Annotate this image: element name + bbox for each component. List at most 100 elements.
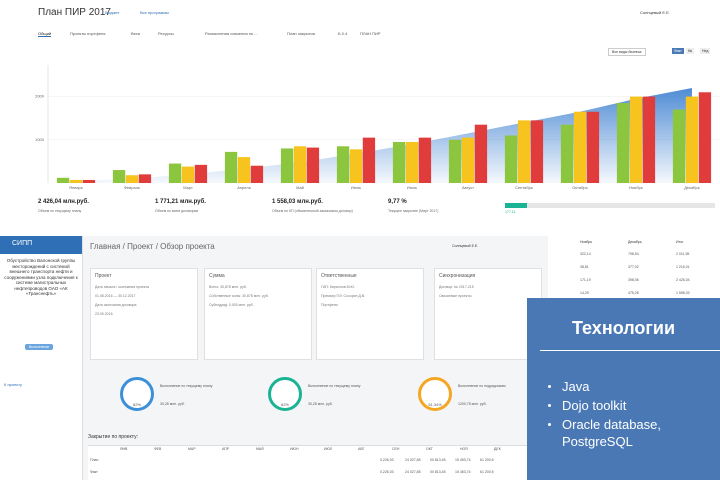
card-line: ГИП: Кириллов М.Ю.	[321, 285, 356, 289]
table-bg	[88, 445, 528, 480]
breadcrumb: Главная / Проект / Обзор проекта	[90, 242, 215, 251]
card-title: Синхронизация	[439, 273, 476, 279]
kpi-value: 9,77 %	[388, 199, 407, 205]
bar	[69, 179, 83, 183]
table-cell: 15 453,74	[455, 458, 471, 462]
bar	[82, 179, 96, 183]
bar	[586, 111, 600, 183]
period-button[interactable]: Кв	[686, 48, 694, 54]
bar	[418, 137, 432, 183]
progress-fill	[505, 203, 527, 208]
bar	[698, 92, 712, 183]
gauge-value: 91.34%	[428, 402, 442, 407]
month-header: НОЯ	[460, 447, 468, 451]
table-cell: 14,29	[580, 291, 589, 295]
card	[90, 268, 198, 360]
bar	[112, 170, 126, 183]
bar	[448, 139, 462, 183]
bar	[642, 96, 656, 183]
bar	[280, 148, 294, 183]
card-line: 01.08.2016 — 30.12.2017	[95, 294, 136, 298]
tab[interactable]: Проекты портфеля	[70, 31, 106, 36]
period-button[interactable]: Факт	[672, 48, 684, 54]
period-button[interactable]: Нед	[700, 48, 711, 54]
tab[interactable]: ПЛАН ПИР	[360, 31, 381, 36]
x-tick-label: Ноябрь	[629, 185, 643, 190]
sidebar	[0, 236, 83, 480]
gauge-sum: 30,28 млн. руб.	[308, 402, 333, 406]
bar	[125, 175, 139, 183]
tab[interactable]: План закрытия	[287, 31, 315, 36]
bar	[672, 109, 686, 183]
bar	[362, 137, 376, 183]
bar	[560, 124, 574, 183]
bullet	[548, 423, 551, 426]
tab[interactable]: Общий	[38, 31, 52, 37]
kpi-label: Текущее закрытие (Март 2017)	[388, 209, 439, 213]
business-select[interactable]: Все виды бизнеса	[608, 48, 646, 56]
card-line: Портфели	[321, 303, 338, 307]
card-line: Субподряд: 0,000 млн. руб.	[209, 303, 254, 307]
tech-title: Технологии	[571, 318, 676, 338]
chart: 1000 2000 Январь Февраль Март Апрель Май Июнь Ию…	[35, 65, 720, 190]
x-tick-label: Июнь	[351, 185, 361, 190]
bar	[56, 177, 70, 183]
tab[interactable]: Разъяснения освоения по ...	[205, 31, 258, 36]
month-header: ОКТ	[426, 447, 433, 451]
card-title: Проект	[95, 273, 112, 279]
card-title: Сумма	[209, 273, 225, 279]
card	[434, 268, 542, 360]
bar	[336, 146, 350, 183]
kpi-value: 2 426,04 млн.руб.	[38, 199, 89, 205]
bar	[250, 165, 264, 183]
month-header: ИЮЛ	[324, 447, 333, 451]
bar	[685, 96, 699, 183]
gauge-sum: 30,28 млн. руб.	[160, 402, 185, 406]
card-line: Собственные силы: 30,878 млн. руб.	[209, 294, 269, 298]
y-tick-label: 2000	[35, 94, 45, 99]
table-cell: 322,14	[580, 252, 591, 256]
gauge-ring	[268, 377, 302, 411]
x-tick-label: Декабрь	[684, 185, 700, 190]
plan-area	[76, 87, 692, 183]
bar	[629, 96, 643, 183]
tab[interactable]: Ресурсы	[158, 31, 174, 36]
bar	[461, 137, 475, 183]
table-cell: 0,226,03	[380, 470, 394, 474]
gauge-label: Выполнение по текущему плану	[160, 384, 213, 388]
gauge-value: 62%	[132, 402, 141, 407]
kpi-value: 1 558,03 млн.руб.	[272, 199, 323, 205]
card-line: Премьер ПЭ: Сосорин Д.В.	[321, 294, 366, 298]
y-tick-label: 1000	[35, 137, 45, 142]
table-cell: 24 027,85	[405, 458, 421, 462]
x-tick-label: Август	[462, 185, 474, 190]
tab[interactable]: Б.0.4	[338, 31, 348, 36]
tab[interactable]: Вехи	[131, 31, 141, 36]
gauge-value: 62%	[280, 402, 289, 407]
x-tick-label: Июль	[407, 185, 417, 190]
table-cell: Факт	[90, 470, 98, 474]
gauge-ring	[418, 377, 452, 411]
project-name: Обустройство Валонской группы месторожде…	[4, 258, 78, 296]
status-badge: Выполнение	[25, 344, 54, 350]
bar	[168, 163, 182, 183]
card-line: Дата начала / окончания проекта	[95, 285, 149, 289]
table-cell: 1 558,03	[676, 291, 690, 295]
sidebar-menu[interactable]: К проекту	[4, 382, 22, 387]
month-header: АВГ	[358, 447, 365, 451]
card	[204, 268, 312, 360]
table-cell: 377,02	[628, 265, 639, 269]
card-line: Договор: № 2017-215	[439, 285, 474, 289]
budget-filter[interactable]: Бюджет	[105, 10, 120, 15]
table-cell: 1 216,01	[676, 265, 690, 269]
x-tick-label: Февраль	[124, 185, 140, 190]
month-header: СЕН	[392, 447, 400, 451]
kpi-value: 1 771,21 млн.руб.	[155, 199, 206, 205]
bar	[405, 141, 419, 183]
gauge-ring	[120, 377, 154, 411]
closure-title: Закрытие по проекту:	[88, 434, 139, 440]
table-cell: 171,19	[580, 278, 591, 282]
bar	[517, 120, 531, 183]
month-header: МАР	[188, 447, 196, 451]
program-filter[interactable]: Все программы	[140, 10, 169, 15]
